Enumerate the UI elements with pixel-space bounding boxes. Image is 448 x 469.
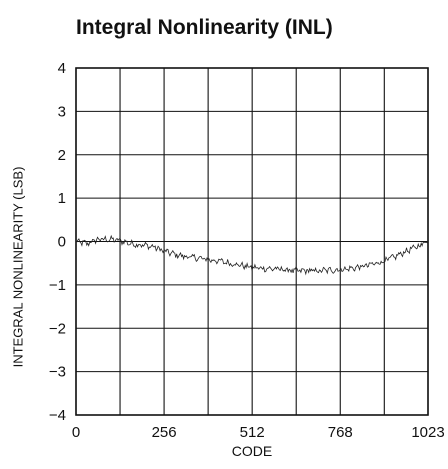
- inl-series-line: [75, 234, 429, 276]
- y-tick-label: 1: [58, 190, 66, 207]
- x-tick-labels: 0 256 512 768 1023: [72, 424, 445, 441]
- y-tick-label: 4: [58, 60, 66, 77]
- x-tick-label: 512: [240, 424, 265, 441]
- series-layer: [75, 234, 429, 276]
- y-tick-label: 3: [58, 103, 66, 120]
- x-tick-label: 1023: [411, 424, 444, 441]
- y-tick-label: 2: [58, 147, 66, 164]
- x-tick-label: 0: [72, 424, 80, 441]
- x-tick-label: 768: [328, 424, 353, 441]
- chart-title: Integral Nonlinearity (INL): [76, 16, 333, 39]
- y-tick-label: 0: [58, 234, 66, 251]
- x-axis-label: CODE: [232, 443, 272, 459]
- y-tick-label: −2: [49, 320, 66, 337]
- y-tick-label: −4: [49, 407, 66, 424]
- grid: [75, 67, 429, 416]
- y-tick-label: −3: [49, 364, 66, 381]
- y-tick-label: −1: [49, 277, 66, 294]
- x-tick-label: 256: [152, 424, 177, 441]
- y-tick-labels: −4 −3 −2 −1 0 1 2 3 4: [49, 60, 66, 424]
